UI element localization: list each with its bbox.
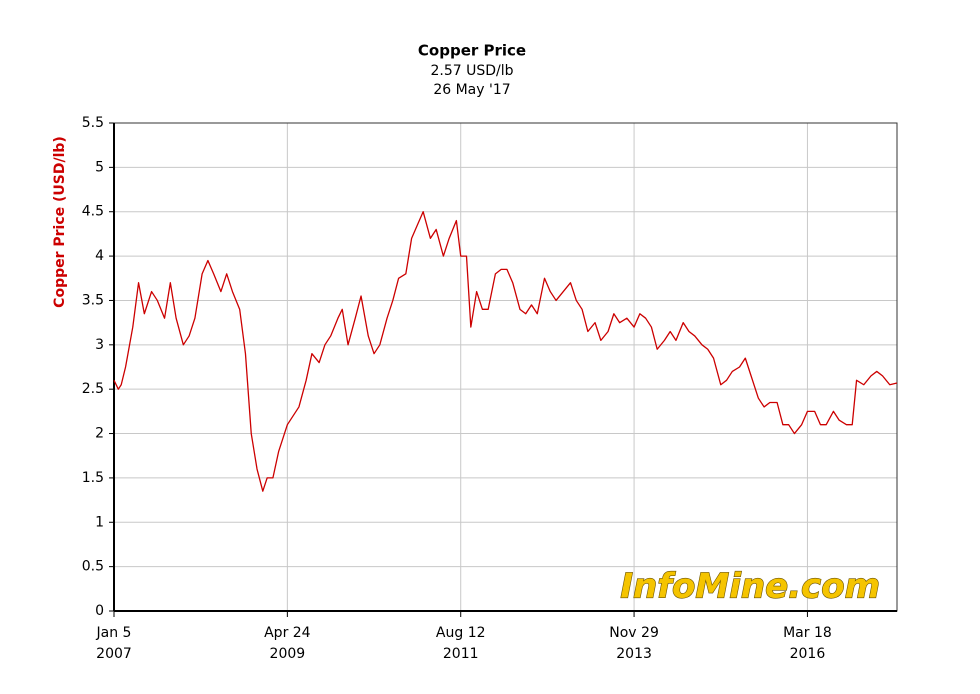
watermark: InfoMine.com [620, 567, 880, 607]
x-tick-label: Mar 18 [783, 625, 832, 641]
y-tick-label: 5 [95, 159, 104, 175]
chart-title: Copper Price [418, 42, 526, 60]
y-tick-label: 3.5 [82, 292, 104, 308]
y-tick-label: 0.5 [82, 559, 104, 575]
x-tick-label: Apr 24 [264, 625, 311, 641]
y-tick-label: 1.5 [82, 470, 104, 486]
y-tick-label: 5.5 [82, 115, 104, 131]
y-tick-label: 3 [95, 337, 104, 353]
y-tick-label: 2 [95, 426, 104, 442]
chart-subtitle: 2.57 USD/lb [430, 63, 513, 79]
y-tick-label: 4 [95, 248, 104, 264]
x-tick-label: 2007 [96, 646, 132, 662]
y-tick-label: 0 [95, 603, 104, 619]
x-tick-label: 2009 [270, 646, 306, 662]
x-tick-label: 2016 [790, 646, 826, 662]
x-tick-label: Nov 29 [609, 625, 659, 641]
x-tick-label: Jan 5 [96, 625, 132, 641]
price-line [113, 211, 898, 492]
y-axis-label: Copper Price (USD/lb) [52, 136, 68, 308]
chart-date: 26 May '17 [433, 82, 510, 98]
y-tick-label: 2.5 [82, 381, 104, 397]
x-tick-label: Aug 12 [436, 625, 486, 641]
y-tick-label: 1 [95, 514, 104, 530]
plot-area [114, 123, 897, 611]
x-tick-label: 2011 [443, 646, 479, 662]
x-tick-label: 2013 [616, 646, 652, 662]
y-tick-label: 4.5 [82, 204, 104, 220]
